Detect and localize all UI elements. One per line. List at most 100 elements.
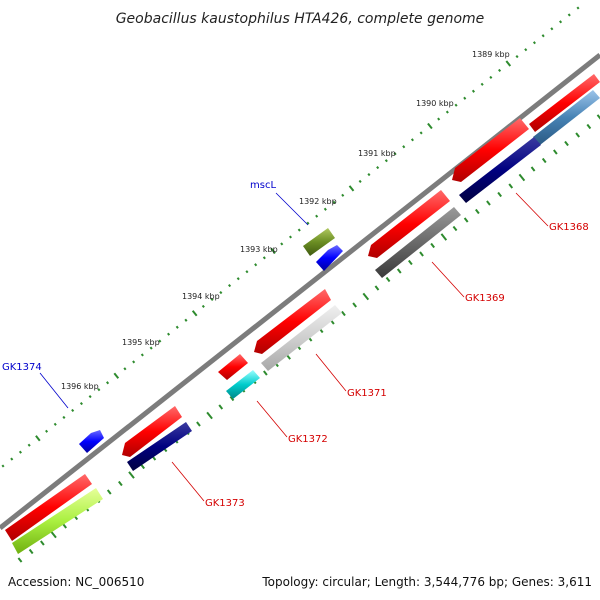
minor-tick — [471, 89, 475, 93]
minor-tick — [97, 388, 101, 392]
inner-tick — [475, 208, 480, 215]
minor-tick — [175, 325, 179, 329]
inner-tick — [352, 302, 357, 308]
minor-tick — [315, 214, 319, 218]
gene-arrow-gk1372[interactable] — [218, 354, 248, 380]
inner-tick — [541, 157, 547, 164]
minor-tick — [45, 429, 49, 433]
gene-label-gk1371[interactable]: GK1371 — [347, 388, 387, 399]
gene-bar-lime[interactable] — [12, 488, 103, 554]
minor-tick — [532, 41, 536, 45]
gene-bar-gk1373-navy[interactable] — [127, 422, 192, 471]
minor-tick — [567, 13, 571, 17]
gene-label-gk1369[interactable]: GK1369 — [465, 293, 505, 304]
minor-tick — [245, 270, 249, 274]
inner-tick — [218, 404, 224, 410]
minor-tick — [79, 401, 83, 406]
minor-tick — [489, 75, 493, 79]
gene-label-gk1373[interactable]: GK1373 — [205, 498, 245, 509]
minor-tick — [576, 6, 580, 10]
minor-tick — [184, 318, 188, 322]
gene-label-gk1374[interactable]: GK1374 — [2, 362, 42, 373]
inner-tick — [196, 421, 201, 427]
minor-tick — [236, 277, 240, 281]
minor-tick — [498, 68, 502, 73]
gene-arrow-gk1374[interactable] — [79, 430, 104, 453]
inner-tick — [564, 140, 569, 147]
inner-tick — [419, 251, 424, 257]
minor-tick — [550, 27, 554, 31]
inner-tick — [128, 471, 135, 479]
gene-arrow-gk1369[interactable] — [368, 190, 450, 258]
minor-tick — [219, 290, 223, 295]
minor-tick — [323, 207, 327, 211]
gene-bar-gk1368-navy[interactable] — [459, 137, 541, 203]
position-labels: 1389 kbp 1390 kbp 1391 kbp 1392 kbp 1393 kbp… — [61, 50, 510, 391]
minor-tick — [524, 48, 528, 52]
minor-tick — [297, 228, 301, 232]
minor-tick — [262, 256, 266, 260]
tick-label: 1389 kbp — [472, 50, 510, 59]
inner-tick — [17, 557, 23, 563]
inner-tick — [430, 242, 435, 249]
genome-summary: Topology: circular; Length: 3,544,776 bp… — [261, 575, 592, 589]
gene-arrow-gk1368-b[interactable] — [452, 118, 529, 182]
gene-bar-mscl-olive[interactable] — [303, 228, 335, 256]
gene-bar-gk1371-gray[interactable] — [261, 305, 342, 371]
minor-tick — [27, 443, 31, 447]
leader-mscl — [275, 192, 309, 226]
minor-tick — [88, 395, 92, 399]
inner-tick — [518, 173, 526, 182]
gene-label-gk1368[interactable]: GK1368 — [549, 222, 589, 233]
gene-label-mscl[interactable]: mscL — [250, 180, 276, 191]
minor-tick — [402, 145, 406, 149]
leader-gk1372 — [256, 400, 288, 438]
minor-tick — [53, 422, 57, 426]
inner-tick — [396, 268, 402, 274]
gene-arrow-gk1383-edge[interactable] — [5, 474, 92, 541]
tick-label: 1393 kbp — [240, 245, 278, 254]
gene-arrow-gk1373[interactable] — [122, 406, 182, 457]
gene-arrow-mscl[interactable] — [316, 245, 343, 271]
inner-tick — [140, 463, 145, 470]
minor-tick — [62, 415, 66, 420]
minor-tick — [515, 54, 519, 59]
minor-tick — [1, 464, 5, 468]
gene-bar-gk1372-cyan[interactable] — [226, 370, 260, 399]
minor-tick — [376, 166, 380, 170]
minor-tick — [149, 346, 153, 350]
minor-tick — [454, 103, 458, 107]
inner-tick — [106, 489, 112, 495]
major-tick — [505, 60, 512, 67]
inner-tick — [530, 166, 536, 172]
minor-tick — [106, 381, 110, 385]
minor-tick — [132, 360, 136, 364]
gene-arrow-gk1371[interactable] — [254, 289, 331, 354]
gene-bar-gk1369-gray[interactable] — [375, 207, 461, 278]
minor-tick — [332, 200, 336, 204]
gene-bar-gk1368-steel[interactable] — [533, 90, 600, 145]
map-title: Geobacillus kaustophilus HTA426, complet… — [116, 11, 485, 27]
gene-arrow-gk1368-a[interactable] — [529, 74, 600, 132]
minor-tick — [367, 172, 371, 177]
inner-tick — [229, 395, 235, 402]
leader-gk1373 — [171, 461, 205, 502]
minor-tick — [280, 242, 284, 246]
inner-tick — [497, 191, 502, 198]
minor-tick — [480, 82, 484, 86]
leader-gk1371 — [315, 353, 347, 392]
inner-tick — [374, 285, 380, 291]
minor-tick — [419, 131, 423, 135]
inner-tick — [263, 370, 268, 376]
inner-tick — [50, 530, 57, 539]
position-ruler — [1, 6, 580, 468]
minor-tick — [445, 110, 449, 114]
minor-tick — [254, 263, 258, 267]
inner-tick — [118, 480, 123, 487]
inner-tick — [508, 183, 514, 189]
minor-tick — [559, 20, 563, 24]
tick-label: 1391 kbp — [358, 149, 396, 158]
gene-label-gk1372[interactable]: GK1372 — [288, 434, 328, 445]
tick-label: 1392 kbp — [299, 197, 337, 206]
gene-label-leaders — [39, 192, 549, 502]
